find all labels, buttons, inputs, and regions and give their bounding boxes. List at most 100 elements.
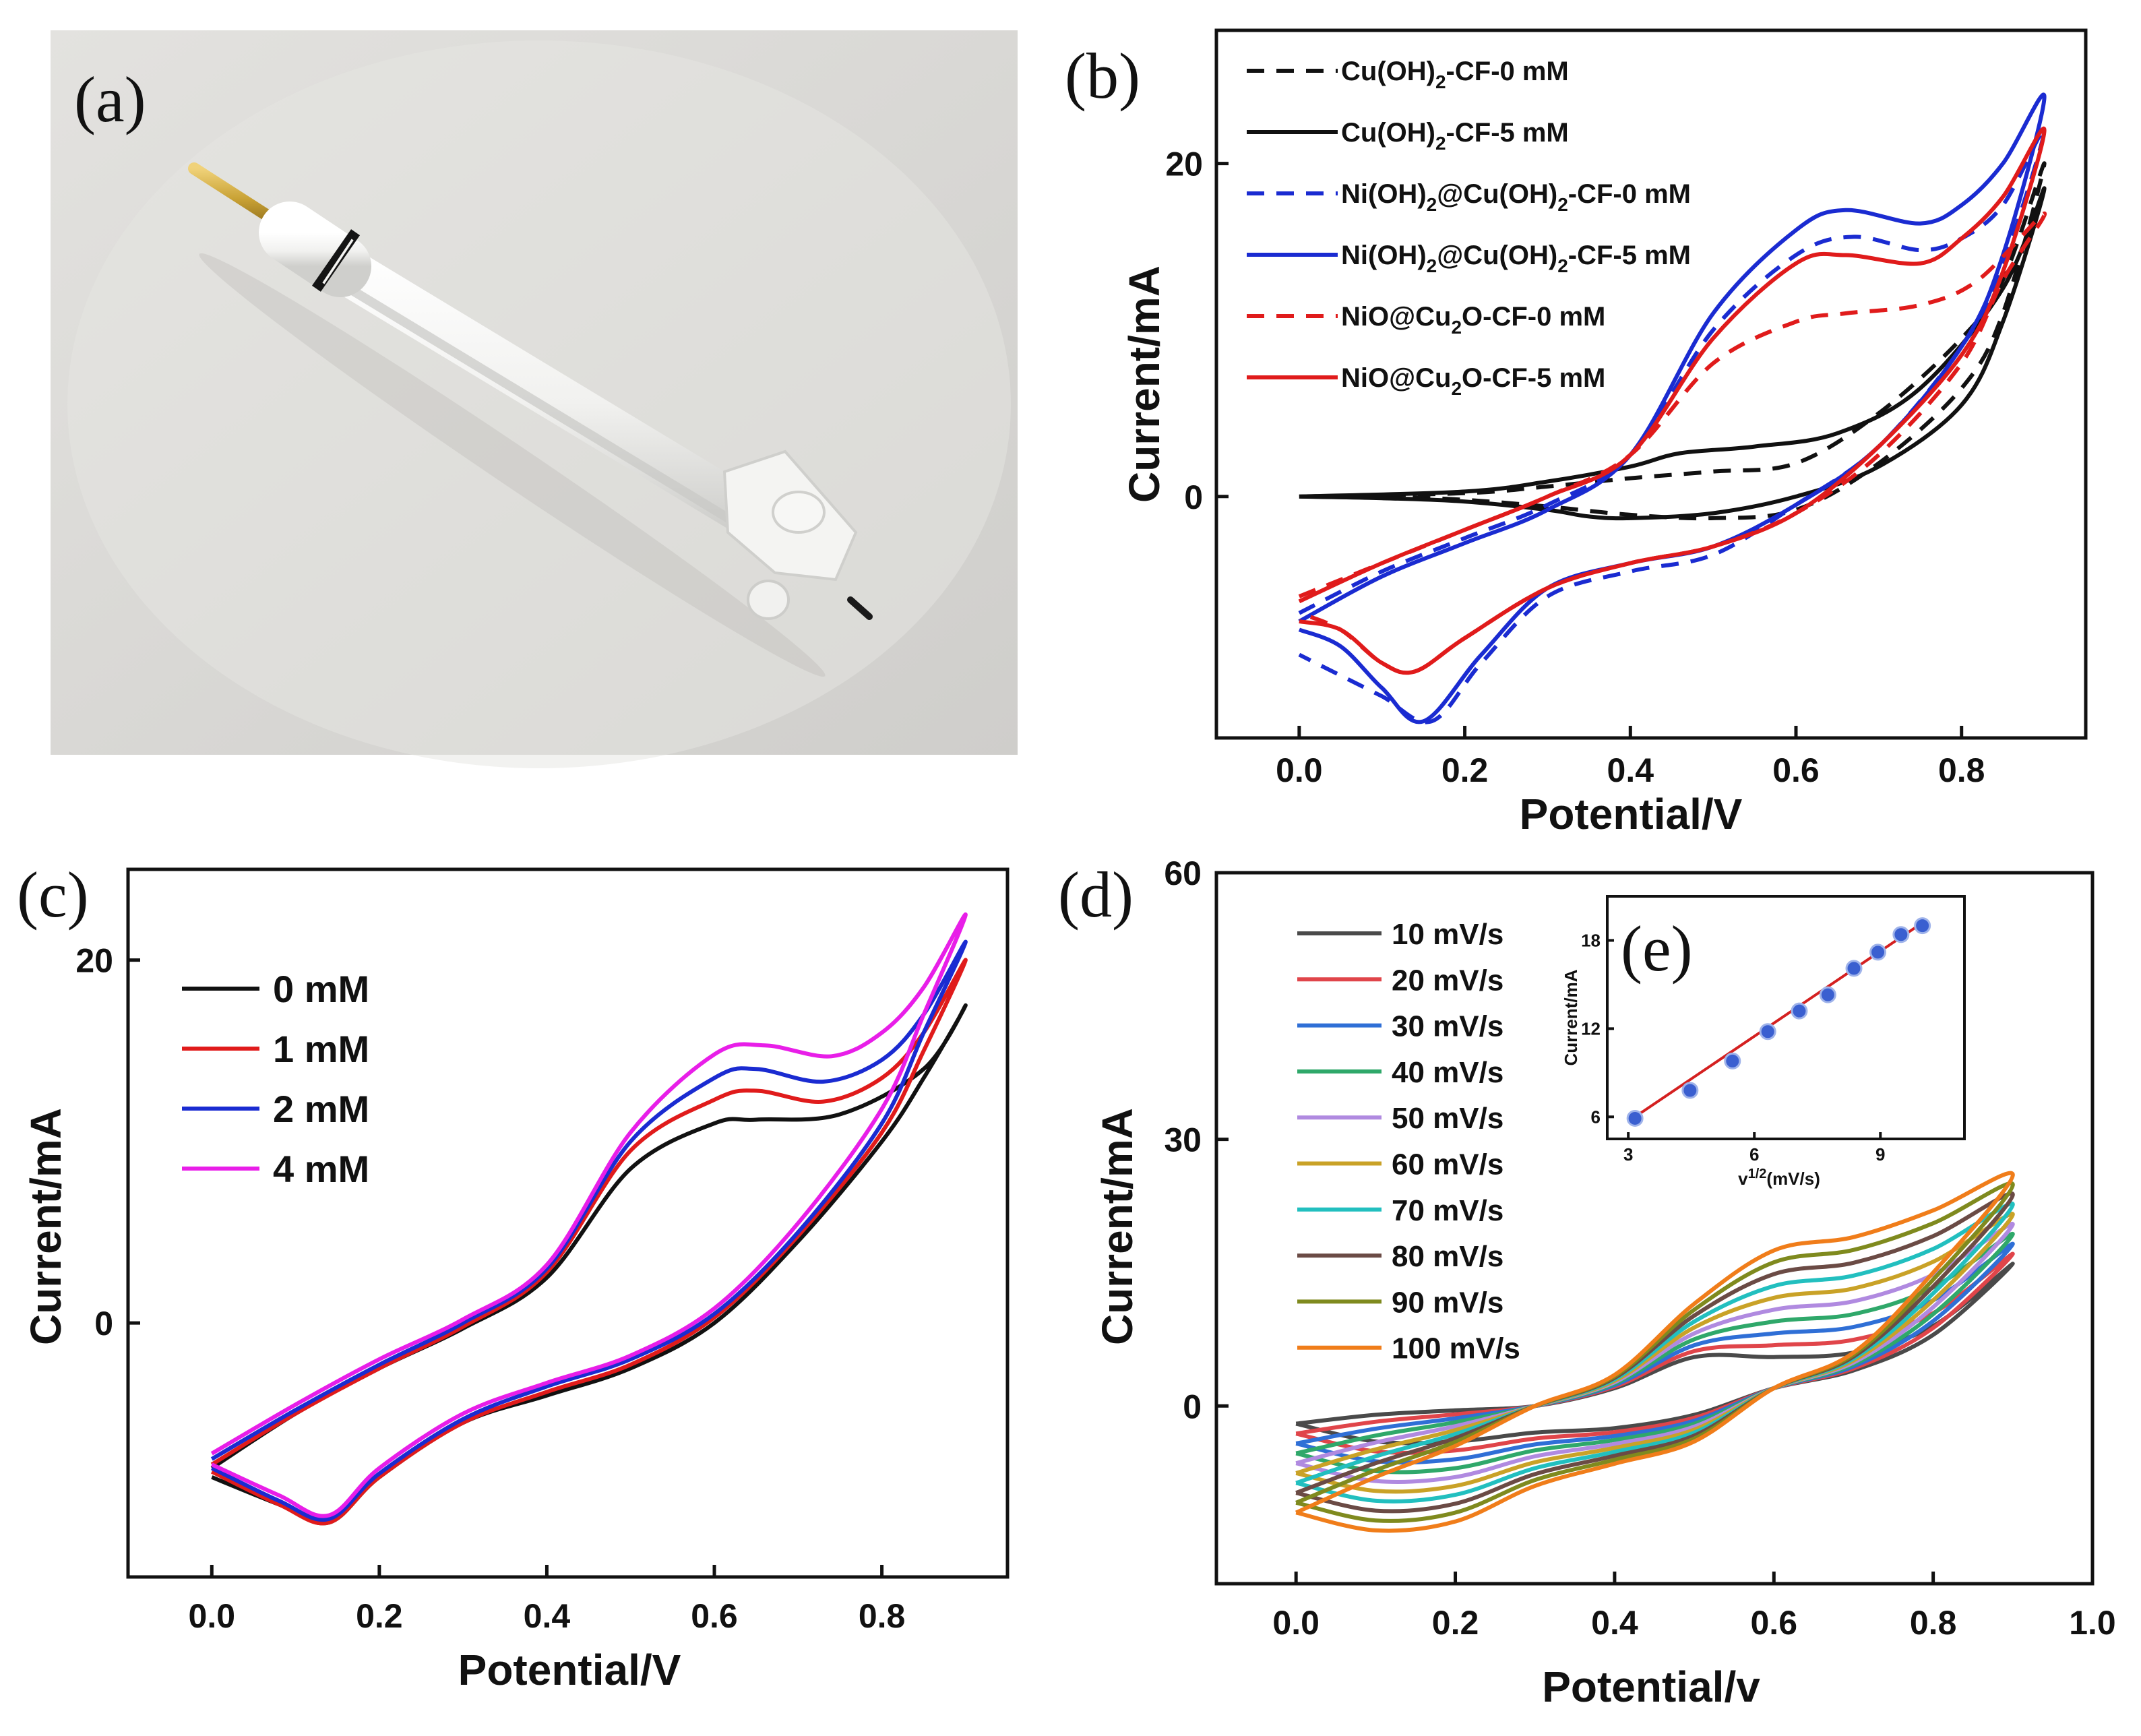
y-tick-label: 0 bbox=[94, 1305, 113, 1342]
legend-label-subscript: 2 bbox=[1451, 317, 1462, 338]
x-tick-label: 3 bbox=[1623, 1144, 1633, 1165]
legend-label: 70 mV/s bbox=[1392, 1194, 1503, 1227]
legend-label-part: Ni(OH) bbox=[1341, 241, 1427, 270]
inset-x-axis-title: v1/2(mV/s) bbox=[1738, 1167, 1820, 1189]
panel-a bbox=[51, 30, 1018, 768]
legend: 10 mV/s 20 mV/s 30 mV/s 40 mV/s 50 mV/s 60 mV… bbox=[1297, 918, 1520, 1365]
chart-d: 0.0 0.2 0.4 0.6 0.8 1.0 0 30 60 Potential/v Curren… bbox=[1093, 855, 2116, 1711]
data-point bbox=[1869, 943, 1887, 961]
electrode-o-ring bbox=[311, 229, 361, 292]
series-line-2 bbox=[1299, 186, 2047, 521]
inset-x-axis-title-part: v bbox=[1738, 1169, 1748, 1189]
panel-label-b: (b) bbox=[1065, 40, 1140, 112]
x-tick-label: 1.0 bbox=[2069, 1604, 2116, 1642]
y-tick-label: 0 bbox=[1184, 478, 1203, 516]
legend-label: Ni(OH)2@Cu(OH)2-CF-5 mM bbox=[1341, 241, 1691, 276]
plot-frame bbox=[1606, 895, 1966, 1140]
series-line-4 bbox=[210, 912, 968, 1518]
x-tick-label: 0.2 bbox=[1432, 1604, 1479, 1642]
legend-label-part: Cu(OH) bbox=[1341, 118, 1435, 148]
electrode-shadow bbox=[199, 253, 826, 677]
legend-label: 20 mV/s bbox=[1392, 964, 1503, 997]
panel-label-d: (d) bbox=[1058, 859, 1134, 931]
inset-x-axis-title-part: (mV/s) bbox=[1766, 1169, 1820, 1189]
x-tick-label: 0.6 bbox=[1772, 751, 1820, 789]
x-tick-label: 0.8 bbox=[1938, 751, 1985, 789]
legend-label-part: O-CF-5 mM bbox=[1462, 363, 1605, 393]
series-line-10 bbox=[1295, 1171, 2015, 1533]
electrode bbox=[188, 162, 873, 677]
legend-label: 2 mM bbox=[273, 1088, 369, 1130]
chart-e: 3 6 9 6 12 18 (e) v1/2(mV/s) Current/mA bbox=[1561, 895, 1966, 1189]
data-point bbox=[1626, 1109, 1644, 1127]
legend-label: 60 mV/s bbox=[1392, 1148, 1503, 1181]
x-axis-title: Potential/V bbox=[458, 1646, 681, 1694]
electrode-shaft-shade bbox=[315, 266, 773, 547]
panel-label-a: (a) bbox=[74, 63, 146, 135]
legend-label: 4 mM bbox=[273, 1148, 369, 1190]
x-tick-label: 0.4 bbox=[1607, 751, 1654, 789]
legend-label: 40 mV/s bbox=[1392, 1056, 1503, 1089]
series-line-5 bbox=[1298, 211, 2047, 675]
plot-frame bbox=[1214, 28, 2088, 740]
legend-label-subscript: 2 bbox=[1557, 194, 1568, 215]
legend-label: 90 mV/s bbox=[1392, 1286, 1503, 1319]
legend-label: Cu(OH)2-CF-5 mM bbox=[1341, 118, 1569, 154]
legend-label: 80 mV/s bbox=[1392, 1240, 1503, 1273]
x-tick-label: 6 bbox=[1749, 1144, 1759, 1165]
legend-label-part: @Cu(OH) bbox=[1437, 241, 1557, 270]
x-axis-title: Potential/v bbox=[1542, 1663, 1760, 1711]
plot-frame bbox=[126, 867, 1010, 1579]
y-axis-title: Current/mA bbox=[1093, 1108, 1142, 1345]
legend-label: 0 mM bbox=[273, 968, 369, 1010]
x-tick-label: 0.0 bbox=[189, 1597, 236, 1635]
legend-label-part: NiO@Cu bbox=[1341, 363, 1451, 393]
y-axis-title: Current/mA bbox=[1120, 266, 1169, 503]
legend-label-part: -CF-5 mM bbox=[1446, 118, 1569, 148]
panel-label-e: (e) bbox=[1621, 912, 1693, 985]
electrode-tip-wire bbox=[847, 596, 873, 620]
inset-y-axis-title: Current/mA bbox=[1561, 969, 1581, 1065]
legend-label: 100 mV/s bbox=[1392, 1332, 1520, 1365]
chart-c: 0.0 0.2 0.4 0.6 0.8 0 20 Potential/V Current/mA 0… bbox=[22, 867, 1010, 1694]
legend-label: NiO@Cu2O-CF-0 mM bbox=[1341, 302, 1605, 338]
x-tick-label: 0.2 bbox=[356, 1597, 403, 1635]
x-tick-label: 0.4 bbox=[524, 1597, 571, 1635]
data-point bbox=[1724, 1052, 1741, 1070]
legend-label-subscript: 2 bbox=[1557, 255, 1568, 276]
legend-label-part: -CF-5 mM bbox=[1568, 241, 1691, 270]
series-line-1 bbox=[1299, 161, 2047, 521]
x-axis-title: Potential/V bbox=[1520, 790, 1743, 838]
chart-b: 0.0 0.2 0.4 0.6 0.8 0 20 Potential/V Current/mA C… bbox=[1120, 28, 2088, 838]
legend-label-subscript: 2 bbox=[1435, 133, 1446, 154]
legend-label-part: O-CF-0 mM bbox=[1462, 302, 1605, 332]
legend-label-part: @Cu(OH) bbox=[1437, 179, 1557, 209]
data-point bbox=[1892, 926, 1910, 943]
legend-label: Ni(OH)2@Cu(OH)2-CF-0 mM bbox=[1341, 179, 1691, 215]
inset-x-axis-title-superscript: 1/2 bbox=[1748, 1167, 1767, 1181]
legend-label-part: Ni(OH) bbox=[1341, 179, 1427, 209]
series-line-3 bbox=[1298, 127, 2047, 724]
x-tick-label: 0.8 bbox=[859, 1597, 906, 1635]
legend-label-subscript: 2 bbox=[1435, 71, 1446, 92]
legend-label-part: -CF-0 mM bbox=[1568, 179, 1691, 209]
legend-label: 1 mM bbox=[273, 1028, 369, 1070]
y-tick-label: 12 bbox=[1581, 1018, 1601, 1038]
electrode-shaft bbox=[293, 229, 792, 549]
data-point bbox=[1681, 1082, 1699, 1099]
y-tick-label: 20 bbox=[1165, 146, 1203, 183]
y-tick-label: 60 bbox=[1164, 855, 1202, 892]
data-point bbox=[1819, 986, 1836, 1003]
x-tick-label: 0.0 bbox=[1276, 751, 1323, 789]
x-tick-label: 0.0 bbox=[1272, 1604, 1320, 1642]
y-tick-label: 6 bbox=[1591, 1107, 1601, 1127]
y-tick-label: 30 bbox=[1164, 1121, 1202, 1159]
x-tick-label: 0.6 bbox=[691, 1597, 738, 1635]
data-point bbox=[1845, 960, 1863, 977]
legend-label-subscript: 2 bbox=[1451, 378, 1462, 399]
data-point bbox=[1791, 1002, 1808, 1020]
x-tick-label: 0.4 bbox=[1591, 1604, 1638, 1642]
series-line-1 bbox=[210, 1003, 968, 1526]
legend-label-subscript: 2 bbox=[1427, 194, 1437, 215]
